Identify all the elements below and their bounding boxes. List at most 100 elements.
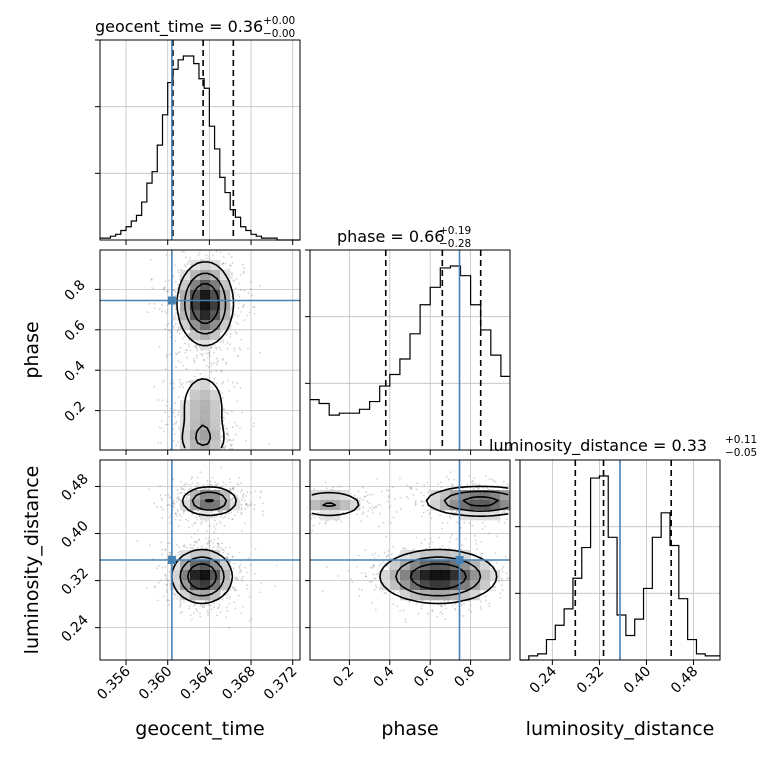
scatter-point	[361, 513, 364, 515]
scatter-point	[368, 502, 371, 505]
scatter-point	[225, 361, 227, 364]
scatter-point	[181, 611, 183, 613]
scatter-point	[196, 340, 199, 343]
scatter-point	[361, 572, 363, 575]
scatter-point	[190, 451, 192, 453]
scatter-point	[220, 370, 223, 373]
scatter-point	[220, 522, 222, 525]
scatter-point	[528, 495, 530, 497]
scatter-point	[311, 529, 314, 532]
scatter-point	[262, 502, 264, 505]
scatter-point	[213, 602, 216, 605]
scatter-point	[183, 488, 186, 491]
pair-phase-luminosity_distance-xtick-label: 0.2	[330, 664, 357, 691]
density-cell	[200, 410, 211, 421]
contour-level-0	[176, 261, 235, 449]
scatter-point	[199, 460, 201, 462]
scatter-point	[558, 484, 560, 486]
scatter-point	[512, 581, 514, 583]
scatter-point	[372, 565, 375, 567]
scatter-point	[449, 517, 452, 520]
scatter-point	[173, 503, 176, 506]
scatter-point	[194, 532, 196, 535]
scatter-point	[531, 561, 533, 563]
scatter-point	[161, 566, 164, 569]
scatter-point	[306, 510, 308, 512]
scatter-point	[192, 605, 195, 607]
scatter-point	[188, 475, 190, 477]
scatter-point	[230, 511, 233, 514]
scatter-point	[227, 253, 230, 255]
scatter-point	[226, 412, 229, 415]
scatter-point	[441, 605, 444, 608]
scatter-point	[420, 500, 422, 503]
scatter-point	[218, 603, 221, 606]
scatter-point	[172, 411, 175, 414]
scatter-point	[303, 511, 305, 513]
density-cell	[210, 280, 221, 291]
scatter-point	[521, 489, 523, 491]
scatter-point	[210, 362, 213, 365]
scatter-point	[222, 359, 224, 361]
scatter-point	[164, 549, 166, 552]
density-cell	[450, 550, 461, 561]
scatter-point	[534, 506, 536, 508]
density-cell	[390, 560, 401, 571]
scatter-point	[224, 427, 227, 430]
density-cell	[200, 320, 211, 331]
scatter-point	[218, 546, 220, 548]
scatter-point	[177, 359, 179, 362]
density-cell	[480, 510, 491, 521]
scatter-point	[452, 484, 454, 487]
scatter-point	[165, 280, 167, 283]
scatter-point	[222, 231, 224, 233]
density-cell	[190, 550, 201, 561]
scatter-point	[362, 511, 365, 514]
scatter-point	[165, 404, 168, 407]
scatter-point	[389, 521, 392, 524]
density-cell	[450, 500, 461, 511]
scatter-point	[547, 494, 549, 496]
scatter-point	[252, 425, 255, 428]
scatter-point	[422, 500, 425, 503]
scatter-point	[356, 497, 359, 500]
scatter-point	[185, 349, 188, 352]
pair-geocent_time-luminosity_distance-xtick-label: 0.360	[136, 664, 176, 704]
scatter-point	[353, 494, 356, 497]
scatter-point	[448, 541, 451, 543]
density-cell	[190, 270, 201, 281]
scatter-point	[407, 497, 410, 500]
density-cell	[190, 420, 201, 431]
scatter-point	[153, 302, 156, 305]
scatter-point	[541, 497, 543, 499]
scatter-point	[197, 254, 200, 257]
scatter-point	[359, 497, 361, 500]
scatter-point	[215, 466, 217, 468]
scatter-point	[371, 566, 374, 569]
density-cell	[210, 420, 221, 431]
scatter-point	[448, 515, 451, 518]
scatter-point	[237, 323, 239, 325]
scatter-point	[209, 347, 212, 349]
scatter-point	[242, 493, 245, 496]
scatter-point	[176, 509, 179, 511]
scatter-point	[227, 593, 230, 596]
scatter-point	[242, 305, 245, 308]
scatter-point	[223, 446, 226, 449]
scatter-point	[203, 488, 206, 491]
scatter-point	[439, 514, 441, 517]
scatter-point	[205, 480, 207, 482]
scatter-point	[228, 595, 231, 598]
scatter-point	[206, 453, 208, 455]
scatter-point	[215, 463, 217, 465]
scatter-point	[221, 382, 223, 385]
scatter-point	[188, 471, 190, 473]
density-cell	[390, 570, 401, 581]
scatter-point	[431, 610, 434, 613]
scatter-point	[188, 333, 191, 336]
scatter-point	[150, 278, 153, 280]
scatter-point	[249, 564, 252, 567]
scatter-point	[512, 580, 514, 582]
scatter-point	[216, 482, 219, 485]
scatter-point	[526, 492, 528, 494]
